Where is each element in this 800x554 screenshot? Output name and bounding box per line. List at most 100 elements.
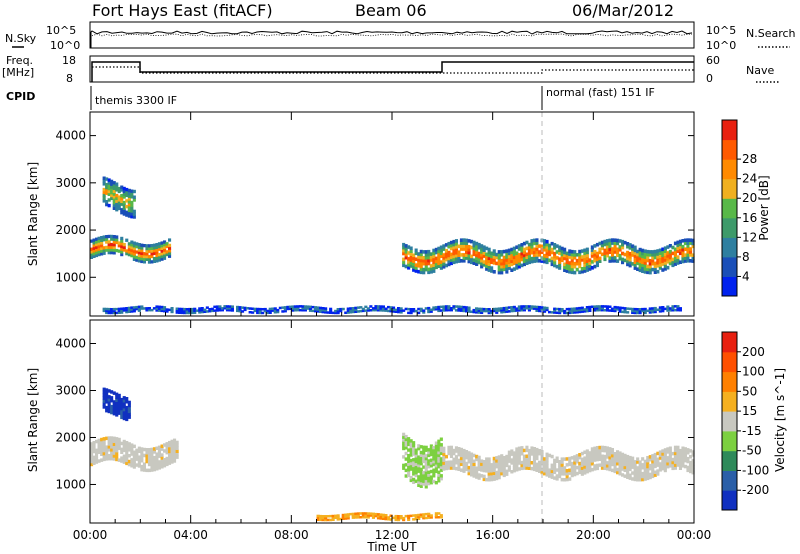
echo-cell <box>110 191 114 195</box>
echo-cell <box>120 196 124 201</box>
echo-cell <box>117 307 121 311</box>
echo-cell <box>417 483 421 487</box>
echo-cell <box>165 308 169 311</box>
echo-cell <box>135 457 139 461</box>
echo-cell <box>437 258 441 263</box>
echo-cell <box>427 459 431 463</box>
echo-cell <box>588 454 592 458</box>
echo-cell <box>427 479 431 483</box>
echo-cell <box>663 468 667 473</box>
echo-cell <box>407 518 411 521</box>
echo-cell <box>120 307 124 310</box>
echo-cell <box>432 451 436 455</box>
echo-cell <box>605 446 609 450</box>
echo-cell <box>563 262 567 267</box>
echo-cell <box>407 439 411 444</box>
echo-cell <box>198 307 202 310</box>
echo-cell <box>482 251 486 255</box>
echo-cell <box>633 257 637 261</box>
colorbar-tick-label: 50 <box>742 384 757 398</box>
echo-cell <box>490 474 494 479</box>
echo-cell <box>407 251 411 255</box>
echo-cell <box>404 252 408 257</box>
echo-cell <box>361 512 365 515</box>
echo-cell <box>155 259 159 263</box>
echo-cell <box>364 309 368 312</box>
echo-cell <box>105 397 109 401</box>
echo-cell <box>605 253 609 258</box>
echo-band <box>316 512 443 522</box>
echo-cell <box>120 194 124 198</box>
echo-cell <box>402 248 406 253</box>
echo-cell <box>417 444 421 448</box>
echo-cell <box>666 461 670 466</box>
echo-cell <box>520 257 524 262</box>
echo-cell <box>651 258 655 263</box>
echo-cell <box>525 460 529 464</box>
echo-cell <box>419 484 423 488</box>
echo-cell <box>140 251 144 255</box>
echo-cell <box>130 200 134 205</box>
echo-cell <box>545 306 549 310</box>
echo-cell <box>616 453 620 457</box>
echo-cell <box>417 461 421 465</box>
echo-cell <box>122 445 126 450</box>
echo-cell <box>170 454 174 458</box>
echo-cell <box>691 465 695 469</box>
echo-cell <box>459 459 463 464</box>
echo-cell <box>525 463 529 467</box>
echo-cell <box>573 466 577 471</box>
echo-cell <box>477 257 481 262</box>
echo-cell <box>412 268 416 272</box>
echo-cell <box>127 191 131 196</box>
echo-cell <box>132 198 136 202</box>
echo-cell <box>439 245 443 250</box>
echo-cell <box>336 518 340 521</box>
echo-cell <box>314 306 318 309</box>
echo-cell <box>678 239 682 244</box>
echo-cell <box>95 245 99 249</box>
echo-cell <box>502 261 506 266</box>
echo-cell <box>122 454 126 458</box>
echo-cell <box>550 259 554 264</box>
colorbar-cell <box>722 178 737 199</box>
echo-cell <box>92 441 96 445</box>
echo-cell <box>439 465 443 470</box>
echo-cell <box>485 457 489 461</box>
echo-cell <box>452 466 456 470</box>
echo-cell <box>407 442 411 447</box>
echo-cell <box>683 259 687 263</box>
echo-cell <box>525 466 529 470</box>
echo-cell <box>605 309 609 312</box>
echo-cell <box>465 247 469 251</box>
echo-cell <box>465 464 469 469</box>
echo-band <box>442 445 695 482</box>
echo-cell <box>449 255 453 260</box>
echo-cell <box>424 465 428 469</box>
echo-cell <box>663 249 667 253</box>
echo-cell <box>638 460 642 464</box>
echo-cell <box>241 310 245 313</box>
echo-cell <box>434 481 438 485</box>
echo-cell <box>548 258 552 263</box>
echo-cell <box>160 252 164 256</box>
echo-cell <box>452 451 456 456</box>
echo-cell <box>621 464 625 468</box>
echo-cell <box>447 250 451 255</box>
echo-cell <box>656 264 660 268</box>
echo-cell <box>142 465 146 469</box>
echo-cell <box>525 305 529 308</box>
echo-cell <box>329 311 333 314</box>
echo-cell <box>155 461 159 465</box>
echo-cell <box>163 308 167 311</box>
echo-cell <box>480 462 484 466</box>
echo-cell <box>502 467 506 472</box>
echo-cell <box>472 252 476 257</box>
echo-cell <box>548 471 552 475</box>
echo-cell <box>402 263 406 268</box>
echo-cell <box>651 256 655 260</box>
echo-cell <box>543 239 547 243</box>
echo-cell <box>424 445 428 450</box>
echo-cell <box>558 251 562 255</box>
echo-cell <box>422 482 426 486</box>
